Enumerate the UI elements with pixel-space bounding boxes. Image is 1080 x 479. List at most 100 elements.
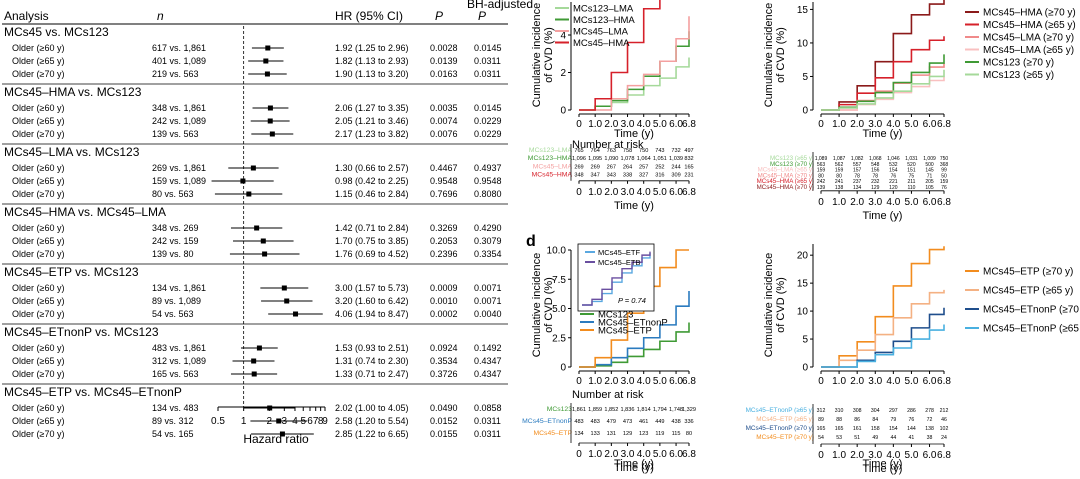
risk-x-axis-label: Time (y) [614,462,654,474]
risk-x-tick-label: 4.0 [886,197,900,208]
risk-x-axis-label: Time (y) [863,210,903,222]
hr-point [263,58,269,64]
risk-value: 304 [871,408,880,414]
risk-value: 159 [835,168,844,174]
group-title: MCs45 vs. MCs123 [4,25,109,39]
risk-value: 151 [907,168,916,174]
y-tick-label: 10 [797,38,809,49]
group-title: MCs45–LMA vs. MCs123 [4,145,140,159]
row-bh-p: 0.0311 [474,56,501,66]
row-n: 219 vs. 563 [152,69,199,79]
risk-value: 123 [639,431,648,437]
number-at-risk-title: Number at risk [572,139,644,151]
x-tick-label: 8 [318,416,324,427]
risk-value: 76 [909,417,915,423]
x-tick-label: 2.0 [604,376,618,387]
risk-value: 764 [591,148,600,154]
risk-value: 165 [835,426,844,432]
hr-point [254,225,260,231]
risk-value: 165 [817,426,826,432]
risk-value: 473 [623,419,632,425]
group-title: MCs45–ETP vs. MCs45–ETnonP [4,385,182,399]
number-at-risk-title: Number at risk [572,389,644,401]
x-tick-label: 5.0 [904,119,918,130]
row-n: 242 vs. 1,089 [152,116,206,126]
y-axis-label-line1: Cumulative incidence [531,253,543,358]
y-tick-label: 5 [802,72,808,83]
risk-x-tick-label: 6.0 [923,197,937,208]
y-axis-label: Cumulative incidenceof CVD (%) [531,3,555,108]
risk-value: 78 [854,173,860,179]
row-label: Older (≥60 y) [12,103,64,113]
hr-point [246,191,252,197]
risk-value: 110 [907,185,915,191]
risk-value: 159 [817,168,826,174]
risk-x-tick-label: 0 [576,187,582,198]
risk-row-label: MCs123 (≥70 y) [770,161,814,168]
hr-point [281,285,287,291]
hr-point [262,251,268,257]
row-bh-p: 0.0858 [474,403,502,413]
x-tick-label: 6 [307,416,313,427]
risk-value: 38 [927,435,933,441]
risk-value: 1,039 [669,156,683,162]
risk-value: 1,095 [588,156,602,162]
row-hr-ci: 1.15 (0.46 to 2.84) [335,189,409,199]
risk-x-tick-label: 6.8 [682,449,696,460]
risk-value: 347 [591,173,600,179]
risk-value: 269 [591,164,600,170]
y-axis-label: Cumulative incidenceof CVD (%) [531,253,555,358]
risk-value: 232 [871,179,880,185]
risk-value: 338 [623,173,632,179]
x-tick-label: 6.8 [937,376,951,387]
risk-x-tick-label: 4.0 [637,449,651,460]
row-p: 0.0009 [430,283,458,293]
risk-value: 449 [655,419,664,425]
risk-value: 99 [941,168,947,174]
x-tick-label: 6.8 [682,376,696,387]
risk-value: 286 [907,408,916,414]
risk-row-label: MCs45–ETnonP (≥65 y) [746,407,814,414]
risk-value: 144 [907,426,916,432]
x-tick-label: 6.0 [669,376,683,387]
risk-value: 1,046 [887,156,900,162]
row-bh-p: 0.0311 [474,416,501,426]
row-n: 348 vs. 269 [152,223,199,233]
row-p: 0.2053 [430,236,458,246]
risk-value: 86 [854,417,860,423]
y-tick-label: 2.5 [552,333,566,344]
x-tick-label: 6.0 [923,376,937,387]
risk-row-label: MCs45–LMA (≥70 y) [758,172,814,179]
row-bh-p: 0.0229 [474,129,502,139]
risk-x-tick-label: 0 [818,450,824,461]
risk-value: 308 [853,408,862,414]
x-tick-label: 5.0 [653,376,667,387]
x-tick-label: 4.0 [886,119,900,130]
row-bh-p: 0.4290 [474,223,502,233]
row-label: Older (≥60 y) [12,43,64,53]
risk-value: 1,051 [653,156,667,162]
risk-value: 231 [684,173,693,179]
risk-value: 46 [941,417,947,423]
row-label: Older (≥60 y) [12,283,64,293]
risk-row-label: MCs45–HMA (≥65 y) [757,178,814,185]
legend-label: MCs45–LMA (≥70 y) [983,33,1074,44]
row-label: Older (≥60 y) [12,343,64,353]
row-p: 0.0076 [430,129,458,139]
inset-series-line [582,251,651,306]
hr-point [250,165,256,171]
row-label: Older (≥70 y) [12,429,64,439]
risk-value: 80 [818,173,824,179]
row-n: 312 vs. 1,089 [152,356,206,366]
header-hr: HR (95% CI) [335,9,403,23]
x-tick-label: 2.0 [850,119,864,130]
row-hr-ci: 4.06 (1.94 to 8.47) [335,309,409,319]
row-bh-p: 0.3354 [474,249,502,259]
row-n: 159 vs. 1,089 [152,176,206,186]
row-p: 0.3726 [430,369,458,379]
row-p: 0.7696 [430,189,458,199]
risk-x-axis-label: Time (y) [614,200,654,212]
risk-value: 154 [889,168,898,174]
